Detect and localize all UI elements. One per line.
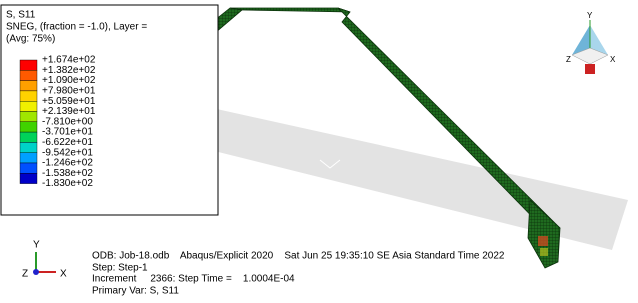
legend-band [20, 142, 37, 152]
info-line: Primary Var: S, S11 [92, 286, 179, 297]
legend-band [20, 91, 37, 101]
triad-label: Y [33, 240, 40, 251]
cube-label: X [610, 55, 616, 64]
legend-band [20, 60, 37, 70]
legend-band [20, 81, 37, 91]
cube-label: Z [566, 55, 571, 64]
legend-band [20, 132, 37, 142]
cube-label: Y [587, 11, 593, 20]
legend-band [20, 153, 37, 163]
legend-line: SNEG, (fraction = -1.0), Layer = [6, 22, 147, 33]
legend-label: -1.830e+02 [42, 178, 93, 189]
triad-label: Z [22, 269, 28, 280]
legend-band [20, 163, 37, 173]
legend-band [20, 70, 37, 80]
axis-triad: Y Z X [22, 240, 67, 280]
legend-band [20, 112, 37, 122]
info-line: ODB: Job-18.odb Abaqus/Explicit 2020 Sat… [92, 251, 505, 262]
legend-band [20, 173, 37, 183]
view-cube: Y Z X [566, 11, 616, 74]
legend-title: S, S11 [6, 10, 36, 21]
legend-band [20, 122, 37, 132]
legend-band [20, 101, 37, 111]
info-line: Step: Step-1 [92, 263, 148, 274]
legend-line: (Avg: 75%) [6, 34, 55, 45]
legend-scale: +1.674e+02+1.382e+02+1.090e+02+7.980e+01… [20, 55, 96, 190]
info-line: Increment 2366: Step Time = 1.0004E-04 [92, 274, 295, 285]
viewport: S, S11 SNEG, (fraction = -1.0), Layer = … [0, 0, 638, 303]
triad-label: X [60, 269, 67, 280]
